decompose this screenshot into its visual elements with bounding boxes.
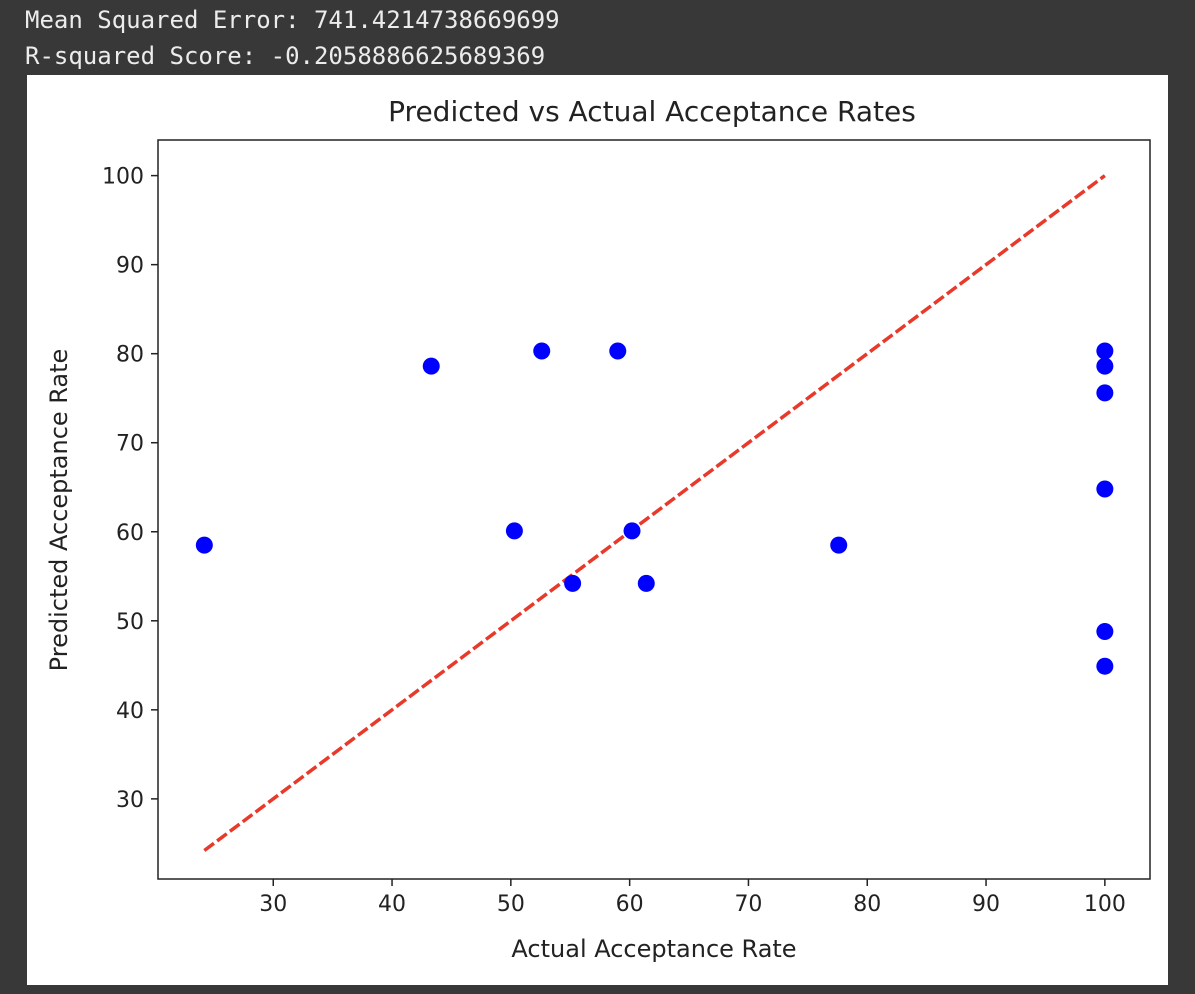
- scatter-point: [830, 536, 848, 554]
- scatter-point: [1096, 357, 1114, 375]
- x-tick-label: 50: [497, 892, 525, 917]
- y-axis-label: Predicted Acceptance Rate: [45, 349, 73, 672]
- y-tick-label: 60: [116, 521, 144, 546]
- scatter-point: [1096, 342, 1114, 360]
- reference-line-layer: [203, 174, 1106, 852]
- x-tick-label: 80: [853, 892, 881, 917]
- scatter-point: [637, 574, 655, 592]
- points-layer: [195, 342, 1114, 675]
- chart-title: Predicted vs Actual Acceptance Rates: [388, 95, 916, 128]
- x-tick-label: 40: [378, 892, 406, 917]
- x-tick-label: 30: [259, 892, 287, 917]
- y-axis-ticks: 30 40 50 60 70 80 90 100: [102, 165, 158, 813]
- mse-output: Mean Squared Error: 741.4214738669699: [25, 6, 560, 34]
- scatter-point: [1096, 480, 1114, 498]
- scatter-point: [505, 522, 523, 540]
- scatter-point: [609, 342, 627, 360]
- scatter-point: [533, 342, 551, 360]
- y-tick-label: 90: [116, 254, 144, 279]
- y-tick-label: 40: [116, 699, 144, 724]
- x-tick-label: 90: [972, 892, 1000, 917]
- y-tick-label: 70: [116, 432, 144, 457]
- plot-frame: [157, 139, 1151, 880]
- scatter-point: [623, 522, 641, 540]
- y-tick-label: 80: [116, 343, 144, 368]
- scatter-point: [1096, 384, 1114, 402]
- scatter-point: [422, 357, 440, 375]
- scatter-point: [195, 536, 213, 554]
- x-tick-label: 100: [1084, 892, 1126, 917]
- x-tick-label: 60: [616, 892, 644, 917]
- r2-output: R-squared Score: -0.2058886625689369: [25, 42, 546, 70]
- scatter-point: [1096, 622, 1114, 640]
- scatter-point: [564, 574, 582, 592]
- scatter-point: [1096, 657, 1114, 675]
- x-axis-label: Actual Acceptance Rate: [511, 935, 796, 963]
- figure-canvas: Predicted vs Actual Acceptance Rates 30 4…: [27, 75, 1168, 985]
- y-tick-label: 50: [116, 610, 144, 635]
- y-tick-label: 100: [102, 165, 144, 190]
- scatter-chart: Predicted vs Actual Acceptance Rates 30 4…: [45, 95, 1151, 963]
- reference-line: [203, 174, 1106, 852]
- y-tick-label: 30: [116, 788, 144, 813]
- x-axis-ticks: 30 40 50 60 70 80 90 100: [259, 879, 1126, 917]
- x-tick-label: 70: [734, 892, 762, 917]
